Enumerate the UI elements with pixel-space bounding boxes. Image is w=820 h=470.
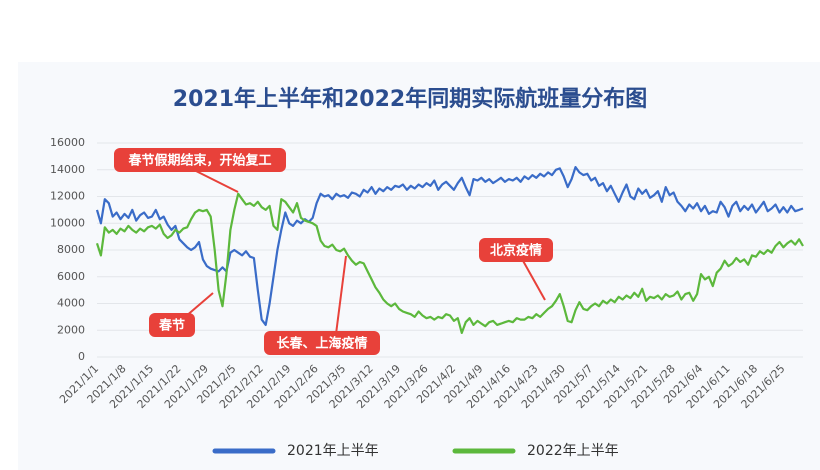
annotation-box: [479, 238, 553, 262]
annotation-text: 春节假期结束，开始复工: [127, 153, 271, 169]
annotation-text: 长春、上海疫情: [276, 336, 367, 352]
y-tick-label: 4000: [57, 297, 85, 310]
y-tick-label: 12000: [50, 190, 85, 203]
y-tick-label: 2000: [57, 323, 85, 336]
chart-title: 2021年上半年和2022年同期实际航班量分布图: [173, 86, 647, 112]
y-tick-label: 16000: [50, 136, 85, 149]
series-line: [95, 192, 804, 334]
y-tick-label: 6000: [57, 270, 85, 283]
y-tick-label: 14000: [50, 163, 85, 176]
y-tick-label: 8000: [57, 243, 85, 256]
chart-panel: [18, 62, 820, 470]
legend-label: 2021年上半年: [287, 443, 379, 459]
annotation-box: [264, 331, 380, 355]
y-tick-label: 0: [78, 350, 85, 363]
annotation-text: 春节: [158, 318, 185, 334]
y-tick-label: 10000: [50, 216, 85, 229]
annotation-arrow: [335, 255, 347, 335]
series-line: [95, 166, 804, 326]
annotation-box: [149, 313, 195, 337]
annotation-text: 北京疫情: [490, 243, 542, 259]
annotation-arrow: [521, 258, 546, 301]
legend-label: 2022年上半年: [527, 443, 619, 459]
annotation-arrow: [184, 292, 214, 318]
annotation-box: [114, 148, 286, 172]
